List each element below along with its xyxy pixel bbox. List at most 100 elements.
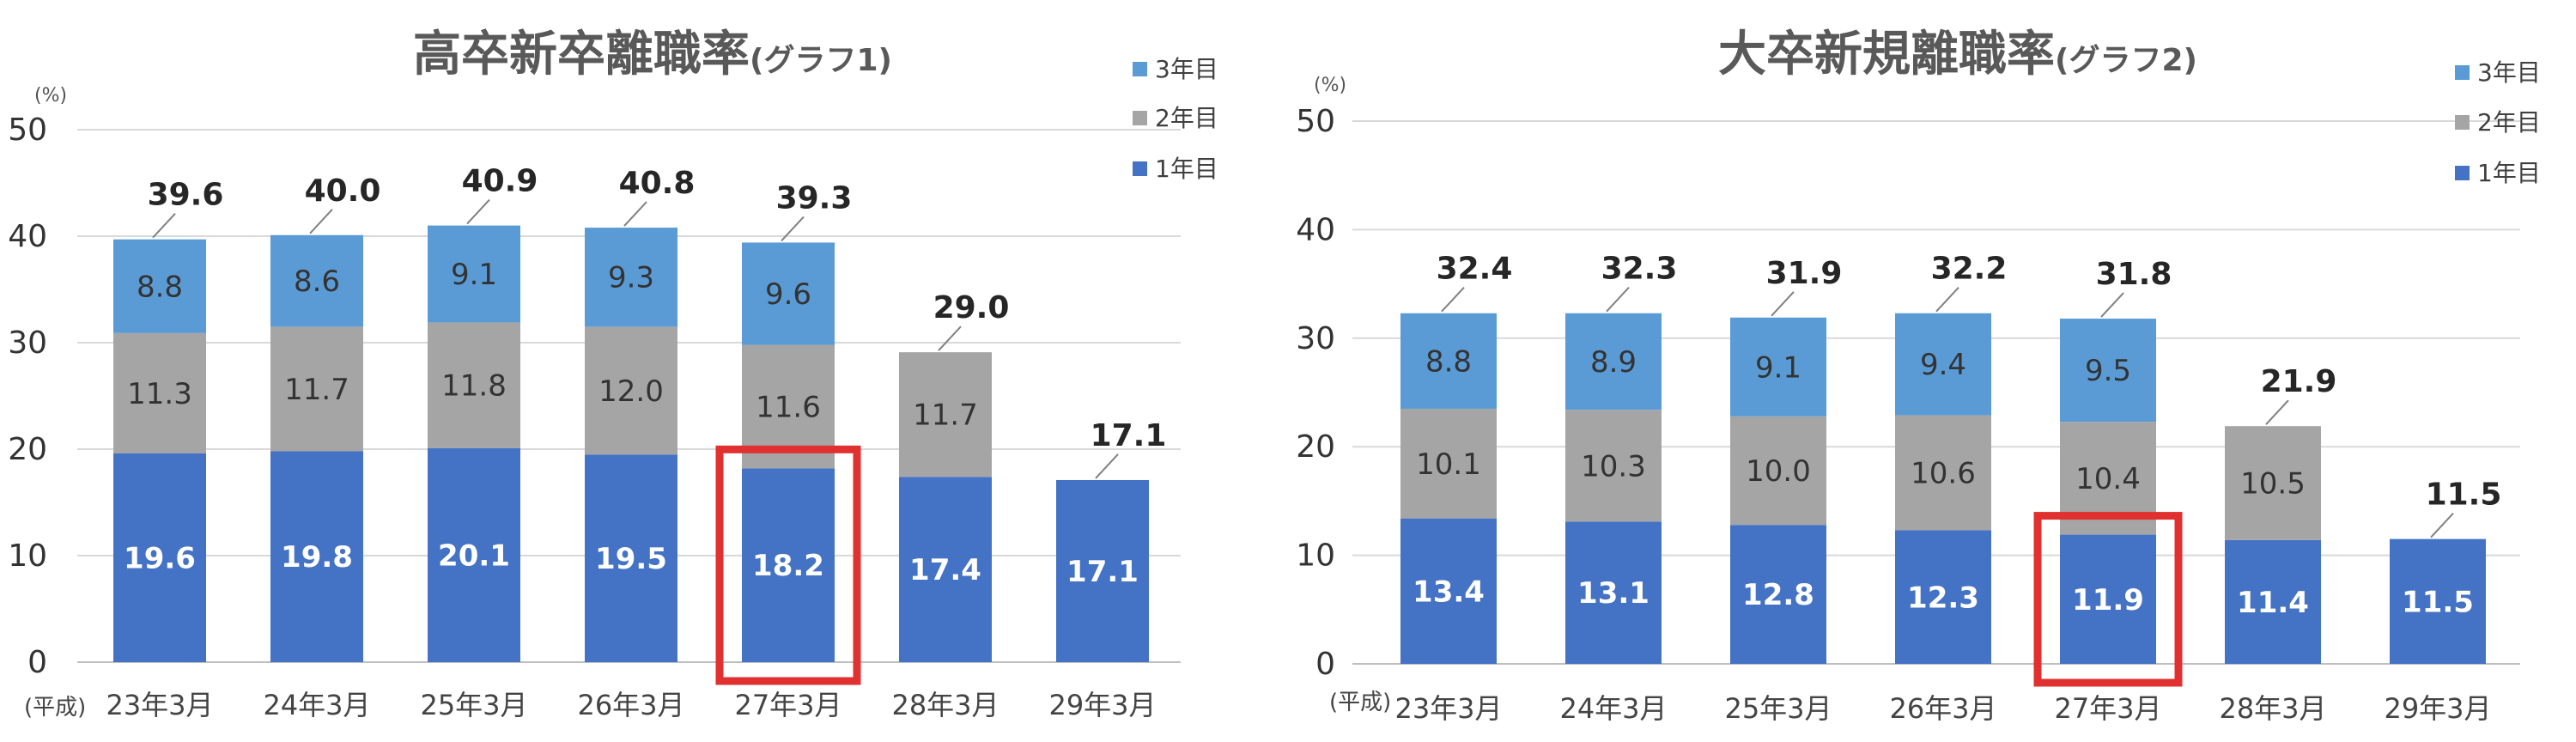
total-leader-line (466, 198, 490, 225)
total-leader-line (1441, 287, 1465, 313)
bar-segment (1400, 518, 1497, 664)
y-tick-label: 40 (1296, 212, 1335, 247)
x-category-label: 26年3月 (577, 689, 684, 721)
segment-value-label: 10.0 (1746, 454, 1811, 489)
total-value-label: 31.9 (1766, 256, 1843, 291)
y-tick-label: 10 (8, 538, 47, 574)
total-leader-line (1606, 287, 1630, 313)
total-value-label: 11.5 (2426, 477, 2502, 513)
bar-segment (1565, 410, 1662, 522)
bar-segment (428, 225, 520, 323)
bar-segment (1895, 415, 1991, 531)
segment-value-label: 10.4 (2075, 462, 2141, 496)
total-leader-line (152, 213, 176, 239)
total-leader-line (938, 325, 962, 351)
total-leader-line (1095, 453, 1119, 479)
bar-segment (1730, 416, 1826, 526)
bar-segment (1565, 313, 1662, 411)
total-value-label: 17.1 (1091, 418, 1167, 453)
segment-value-label: 8.9 (1590, 345, 1637, 380)
bar-segment (113, 332, 206, 453)
bar-segment (270, 326, 363, 452)
x-category-label: 28年3月 (2219, 692, 2326, 725)
bar-segment (1565, 521, 1662, 664)
chart-2: 大卒新規離職率(グラフ2) (%) 0 10 20 30 40 50 3年目 2年目 1年目 13.4… (1296, 27, 2541, 725)
legend-label: 2年目 (1155, 104, 1218, 132)
segment-value-label: 11.3 (127, 377, 192, 411)
bar-segment (585, 228, 677, 327)
segment-value-label: 13.1 (1577, 576, 1649, 611)
bar-segment (899, 477, 992, 662)
bar-segment (585, 326, 677, 455)
segment-value-label: 8.6 (294, 265, 340, 299)
bar-segment (2225, 539, 2321, 664)
y-tick-label: 20 (8, 432, 47, 467)
legend-swatch (2455, 115, 2470, 130)
segment-value-label: 10.3 (1581, 449, 1646, 484)
total-value-label: 31.8 (2096, 257, 2172, 292)
segment-value-label: 11.4 (2237, 586, 2309, 620)
bar-segment (2225, 426, 2321, 540)
segment-value-label: 11.5 (2402, 585, 2474, 619)
segment-value-label: 17.1 (1066, 555, 1139, 589)
bar-segment (2060, 534, 2156, 664)
segment-value-label: 11.9 (2072, 583, 2144, 617)
total-leader-line (623, 201, 647, 227)
total-value-label: 40.8 (619, 166, 696, 201)
bar-segment (585, 454, 677, 662)
segment-value-label: 9.1 (1755, 350, 1801, 385)
segment-value-label: 17.4 (909, 553, 981, 587)
y-tick-label: 50 (8, 113, 47, 148)
legend-label: 1年目 (1155, 155, 1218, 183)
segment-value-label: 12.3 (1907, 581, 1979, 615)
x-category-label: 28年3月 (891, 689, 999, 721)
x-category-label: 29年3月 (1048, 689, 1156, 721)
total-value-label: 32.2 (1931, 252, 2008, 287)
bar-segment (1400, 313, 1497, 409)
bar-segment (113, 239, 206, 333)
segment-value-label: 20.1 (438, 538, 510, 573)
y-unit-label: (%) (1314, 75, 1346, 96)
legend-swatch (1133, 62, 1147, 76)
y-tick-label: 50 (1296, 104, 1335, 139)
x-category-label: 23年3月 (1394, 692, 1502, 725)
segment-value-label: 19.6 (124, 541, 196, 575)
segment-value-label: 11.7 (284, 373, 349, 407)
total-value-label: 39.6 (148, 178, 224, 213)
segment-value-label: 11.8 (441, 369, 507, 404)
bar-segment (2060, 319, 2156, 423)
total-value-label: 40.9 (462, 164, 538, 199)
x-category-label: 24年3月 (1559, 692, 1667, 725)
segment-value-label: 19.8 (281, 540, 353, 575)
bar-segment (2390, 538, 2486, 664)
x-category-label: 27年3月 (734, 689, 841, 721)
segment-value-label: 8.8 (137, 270, 183, 304)
y-tick-label: 30 (8, 325, 47, 361)
total-leader-line (309, 209, 333, 234)
segment-value-label: 12.0 (598, 374, 664, 409)
total-leader-line (2430, 512, 2454, 538)
segment-value-label: 13.4 (1413, 575, 1485, 609)
highlight-box (715, 445, 861, 685)
bar-segment (1895, 530, 1991, 664)
legend-label: 1年目 (2477, 159, 2541, 187)
y-tick-label: 40 (8, 219, 47, 254)
y-tick-label: 20 (1296, 429, 1335, 465)
y-unit-label: (%) (34, 85, 67, 106)
total-leader-line (2100, 292, 2124, 318)
y-tick-label: 0 (27, 645, 47, 680)
segment-value-label: 8.8 (1425, 344, 1472, 379)
x-category-label: 24年3月 (263, 689, 370, 721)
bar-segment (113, 453, 206, 662)
bar-segment (742, 468, 835, 662)
total-value-label: 32.4 (1437, 252, 1513, 287)
segment-value-label: 10.6 (1911, 457, 1976, 491)
legend-swatch (1133, 161, 1147, 176)
x-category-label: 25年3月 (420, 689, 527, 721)
x-category-label: 29年3月 (2384, 692, 2491, 725)
total-value-label: 29.0 (933, 290, 1010, 325)
legend-swatch (1133, 111, 1147, 125)
segment-value-label: 9.3 (608, 261, 654, 295)
segment-value-label: 10.1 (1416, 447, 1481, 482)
